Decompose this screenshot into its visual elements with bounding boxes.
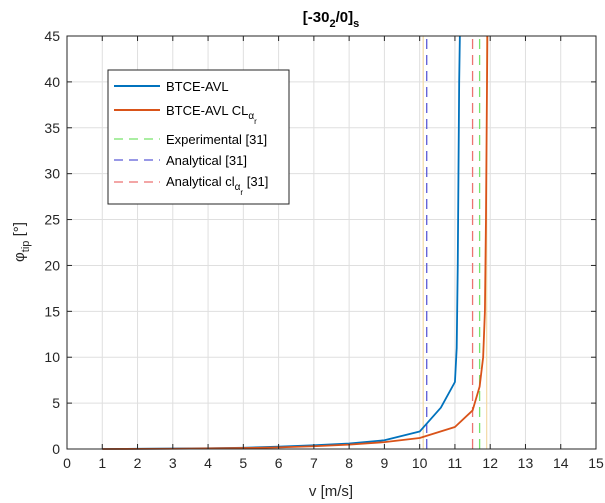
y-tick-label: 30	[44, 166, 60, 182]
x-tick-label: 6	[275, 455, 283, 471]
legend-label-analytical-cl: Analytical clαr [31]	[166, 174, 268, 197]
axes-frame	[66, 35, 597, 450]
x-tick-label: 9	[381, 455, 389, 471]
legend: BTCE-AVL BTCE-AVL CLαr Experimental [31]…	[107, 69, 290, 205]
series-group	[102, 35, 489, 450]
legend-label-btce-avl-cl: BTCE-AVL CLαr	[166, 103, 257, 126]
x-tick-label: 11	[448, 455, 463, 471]
y-tick-label: 0	[52, 441, 60, 457]
y-tick-label: 15	[44, 303, 60, 319]
x-tick-label: 8	[345, 455, 353, 471]
x-tick-label: 15	[588, 455, 604, 471]
x-tick-label: 5	[239, 455, 247, 471]
x-tick-label: 3	[169, 455, 177, 471]
legend-label-experimental: Experimental [31]	[166, 132, 267, 147]
x-tick-labels: 0 1 2 3 4 5 6 7 8 9 10 11 12 13 14 15	[63, 455, 604, 471]
chart-title: [-302/0]s	[303, 9, 359, 30]
legend-box	[107, 69, 290, 205]
y-tick-label: 5	[52, 395, 60, 411]
y-axis-label: φtip [°]	[11, 222, 32, 262]
y-tick-label: 20	[44, 257, 60, 273]
x-axis-label: v [m/s]	[309, 483, 353, 500]
legend-label-btce-avl: BTCE-AVL	[166, 79, 229, 94]
x-tick-label: 2	[134, 455, 142, 471]
x-tick-label: 7	[310, 455, 318, 471]
legend-label-analytical: Analytical [31]	[166, 153, 247, 168]
x-tick-label: 14	[553, 455, 569, 471]
y-tick-labels: 0 5 10 15 20 25 30 35 40 45	[44, 28, 60, 457]
y-tick-label: 35	[44, 120, 60, 136]
x-tick-label: 10	[412, 455, 428, 471]
x-tick-label: 4	[204, 455, 212, 471]
x-tick-label: 12	[482, 455, 498, 471]
y-tick-label: 10	[44, 349, 60, 365]
series-line-1	[102, 35, 489, 450]
y-tick-label: 40	[44, 74, 60, 90]
axes-box	[66, 35, 597, 450]
y-tick-label: 25	[44, 212, 60, 228]
x-tick-label: 0	[63, 455, 71, 471]
y-tick-label: 45	[44, 28, 60, 44]
x-tick-label: 1	[98, 455, 106, 471]
x-tick-label: 13	[518, 455, 534, 471]
